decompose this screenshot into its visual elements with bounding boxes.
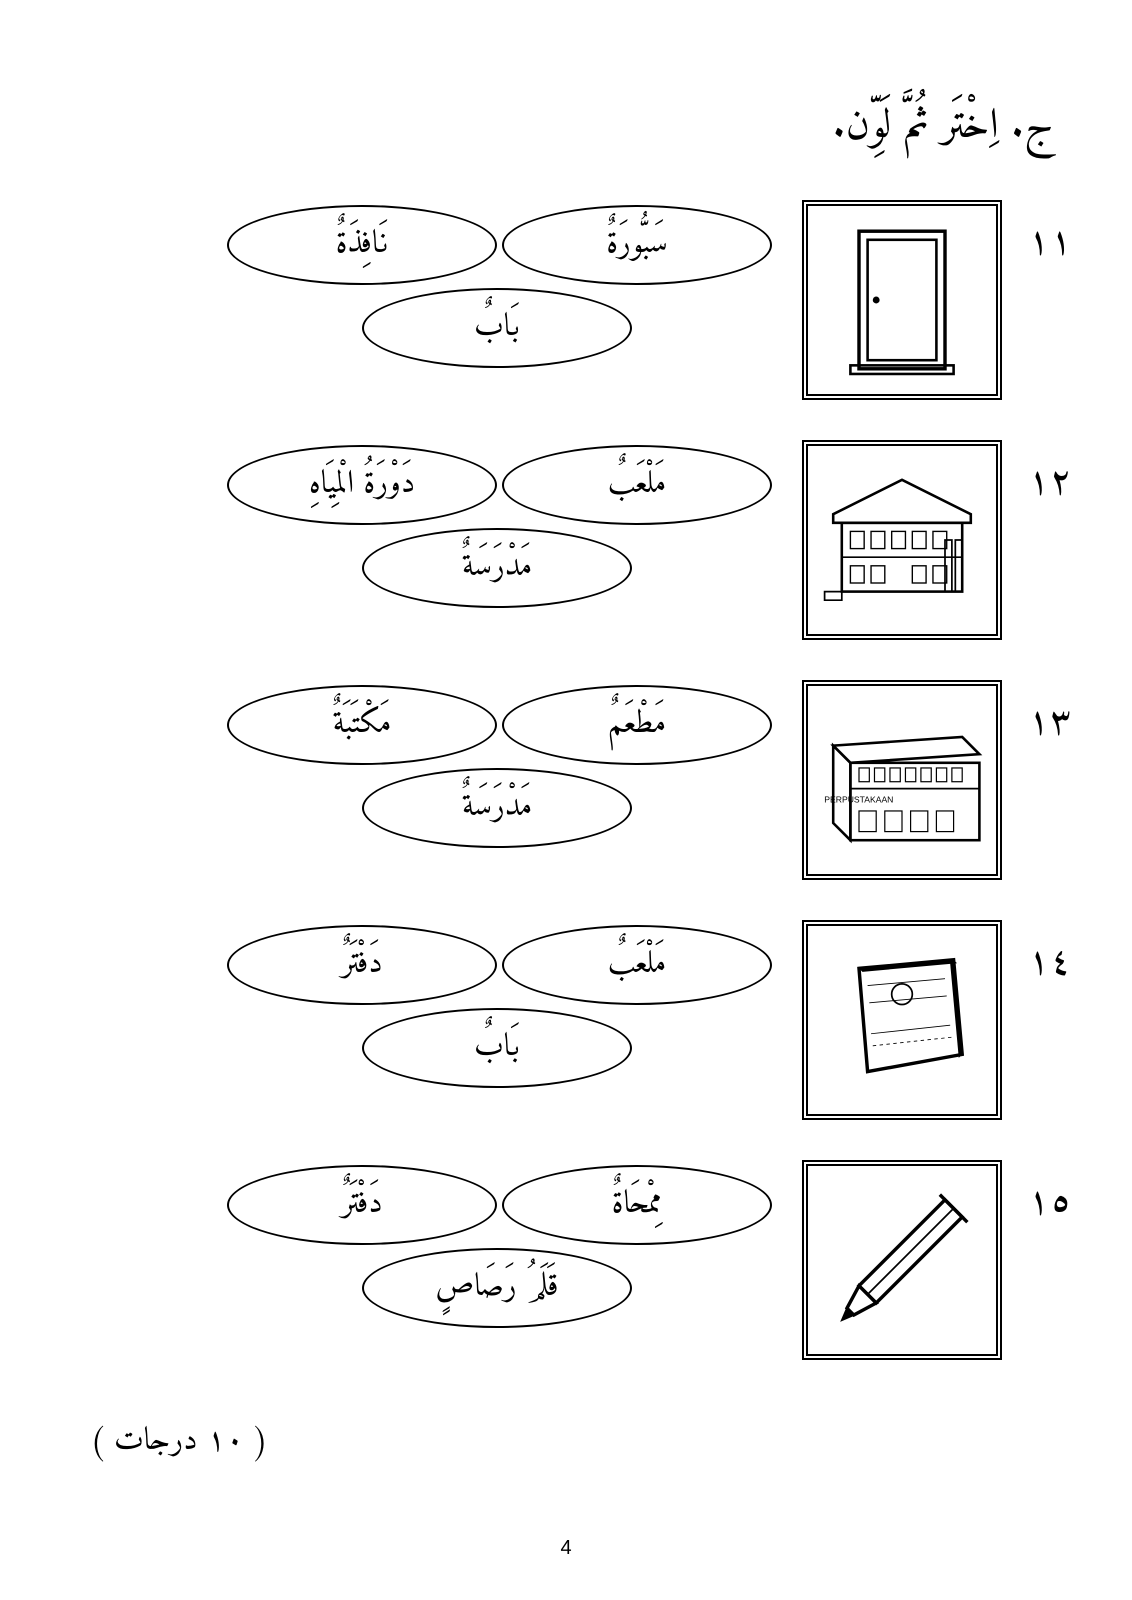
question-row: ١١ سَبُّورَةٌ نَافِذَةٌ بَابٌ <box>212 200 1072 400</box>
picture-box-library: PERPUSTAKAAN <box>802 680 1002 880</box>
option-bubble[interactable]: مَكْتَبَةٌ <box>227 685 497 765</box>
question-number: ١١ <box>1022 210 1072 277</box>
option-bubble[interactable]: مَلْعَبٌ <box>502 925 772 1005</box>
svg-text:PERPUSTAKAAN: PERPUSTAKAAN <box>824 794 893 804</box>
options-group: مَلْعَبٌ دَفْتَرٌ بَابٌ <box>212 920 772 1120</box>
library-icon: PERPUSTAKAAN <box>816 694 988 866</box>
option-bubble[interactable]: مِمْحَاةٌ <box>502 1165 772 1245</box>
option-bubble[interactable]: نَافِذَةٌ <box>227 205 497 285</box>
options-group: مِمْحَاةٌ دَفْتَرٌ قَلَمُ رَصَاصٍ <box>212 1160 772 1360</box>
question-number: ١٤ <box>1022 930 1072 997</box>
picture-box-notebook <box>802 920 1002 1120</box>
option-bubble[interactable]: دَوْرَةُ الْمِيَاهِ <box>227 445 497 525</box>
picture-box-door <box>802 200 1002 400</box>
door-icon <box>816 214 988 386</box>
option-bubble[interactable]: مَطْعَمٌ <box>502 685 772 765</box>
question-row: ١٢ مَلْعَبٌ دَوْرَةُ الْمِيَاهِ مَدْرَسَ… <box>212 440 1072 640</box>
options-group: سَبُّورَةٌ نَافِذَةٌ بَابٌ <box>212 200 772 400</box>
picture-box-pencil <box>802 1160 1002 1360</box>
options-group: مَطْعَمٌ مَكْتَبَةٌ مَدْرَسَةٌ <box>212 680 772 880</box>
instruction-title: ج. اِخْتَر ثُمَّ لَوِّن. <box>832 90 1052 164</box>
option-bubble[interactable]: مَدْرَسَةٌ <box>362 768 632 848</box>
question-number: ١٢ <box>1022 450 1072 517</box>
options-group: مَلْعَبٌ دَوْرَةُ الْمِيَاهِ مَدْرَسَةٌ <box>212 440 772 640</box>
option-bubble[interactable]: دَفْتَرٌ <box>227 925 497 1005</box>
option-bubble[interactable]: قَلَمُ رَصَاصٍ <box>362 1248 632 1328</box>
question-number: ١٣ <box>1022 690 1072 757</box>
marks-text: ( ١٠ درجات ) <box>90 1414 268 1470</box>
option-bubble[interactable]: بَابٌ <box>362 1008 632 1088</box>
option-bubble[interactable]: بَابٌ <box>362 288 632 368</box>
question-row: ١٤ مَلْعَبٌ دَفْتَرٌ بَابٌ <box>212 920 1072 1120</box>
option-bubble[interactable]: مَدْرَسَةٌ <box>362 528 632 608</box>
option-bubble[interactable]: سَبُّورَةٌ <box>502 205 772 285</box>
question-row: ١٣ PERPUSTAKAAN مَطْعَمٌ مَكْتَبَةٌ مَدْ… <box>212 680 1072 880</box>
question-row: ١٥ مِمْحَاةٌ دَفْتَرٌ قَلَمُ رَصَاصٍ <box>212 1160 1072 1360</box>
option-bubble[interactable]: مَلْعَبٌ <box>502 445 772 525</box>
option-bubble[interactable]: دَفْتَرٌ <box>227 1165 497 1245</box>
notebook-icon <box>816 934 988 1106</box>
picture-box-school <box>802 440 1002 640</box>
pencil-icon <box>816 1174 988 1346</box>
question-number: ١٥ <box>1022 1170 1072 1237</box>
school-icon <box>816 454 988 626</box>
page-number: 4 <box>0 1537 1132 1560</box>
